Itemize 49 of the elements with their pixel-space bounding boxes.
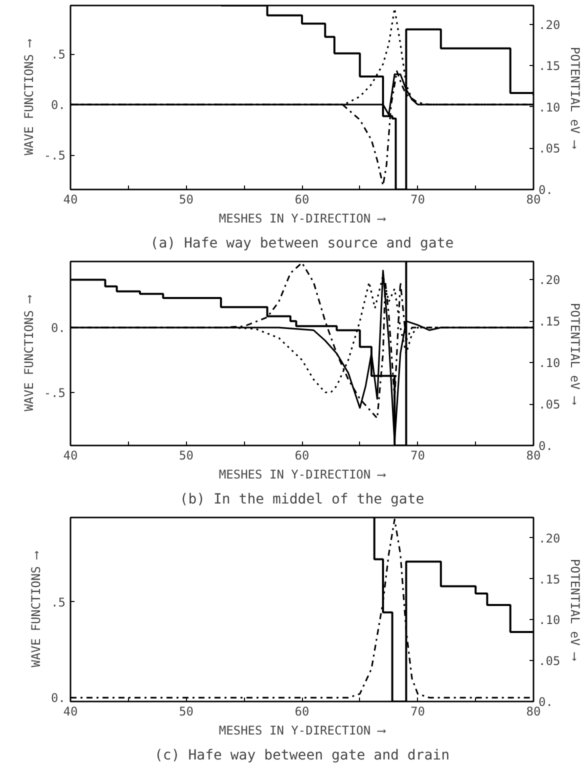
x-tick-label: 40 (63, 704, 78, 718)
y2-tick-label: .05 (538, 398, 560, 412)
text: (b) In the middel of the gate (180, 492, 424, 508)
y2-tick-label: 0. (538, 183, 553, 197)
y-axis-title: WAVE FUNCTIONS ⟶ (22, 294, 36, 412)
y-tick-label: .5 (51, 595, 66, 610)
x-axis-title: MESHES IN Y-DIRECTION ⟶ (218, 468, 386, 482)
x-tick-label: 70 (410, 192, 425, 206)
y-tick-label: 0. (51, 321, 66, 336)
x-tick-label: 80 (526, 704, 541, 718)
y2-axis-title: POTENTIAL eV ⟶ (568, 558, 582, 661)
x-tick-label: 60 (294, 448, 310, 462)
x-tick-label: 50 (179, 192, 194, 206)
x-tick-label: 40 (63, 448, 78, 462)
y2-tick-label: .05 (538, 654, 560, 668)
y2-tick-label: .15 (538, 59, 560, 74)
x-axis-title: MESHES IN Y-DIRECTION ⟶ (218, 724, 386, 738)
y2-tick-label: 0. (538, 439, 553, 453)
y2-tick-label: .10 (538, 613, 560, 628)
y2-tick-label: .15 (538, 572, 560, 586)
y2-axis-title: POTENTIAL eV ⟶ (568, 302, 582, 405)
y-axis-title: WAVE FUNCTIONS ⟶ (29, 550, 44, 668)
y-tick-label: -.5 (44, 386, 66, 400)
y2-tick-label: 0. (538, 695, 553, 709)
y2-tick-label: .05 (538, 142, 560, 156)
y-tick-label: .5 (51, 48, 66, 62)
y-tick-label: -.5 (44, 148, 66, 163)
x-tick-label: 70 (410, 448, 425, 462)
x-tick-label: 50 (179, 448, 194, 462)
y2-axis-title: POTENTIAL eV ⟶ (568, 46, 582, 149)
y2-tick-label: .10 (538, 100, 560, 114)
x-tick-label: 80 (526, 192, 541, 206)
x-tick-label: 50 (179, 704, 194, 718)
x-tick-label: 40 (63, 192, 78, 206)
text: (c) Hafe way between gate and drain (154, 748, 450, 764)
x-tick-label: 80 (526, 448, 541, 462)
x-tick-label: 60 (294, 704, 310, 718)
x-axis-title: MESHES IN Y-DIRECTION ⟶ (218, 212, 386, 226)
text: (a) Hafe way between source and gate (150, 236, 454, 252)
y2-tick-label: .20 (538, 18, 560, 32)
x-tick-label: 60 (294, 192, 310, 206)
x-tick-label: 70 (410, 704, 425, 718)
y2-tick-label: .10 (538, 356, 560, 370)
y-axis-title: WAVE FUNCTIONS ⟶ (22, 38, 36, 156)
y2-tick-label: .15 (538, 314, 560, 329)
y2-tick-label: .20 (538, 531, 560, 546)
y-tick-label: 0. (51, 691, 66, 706)
y2-tick-label: .20 (538, 273, 560, 288)
y-tick-label: 0. (51, 98, 66, 112)
